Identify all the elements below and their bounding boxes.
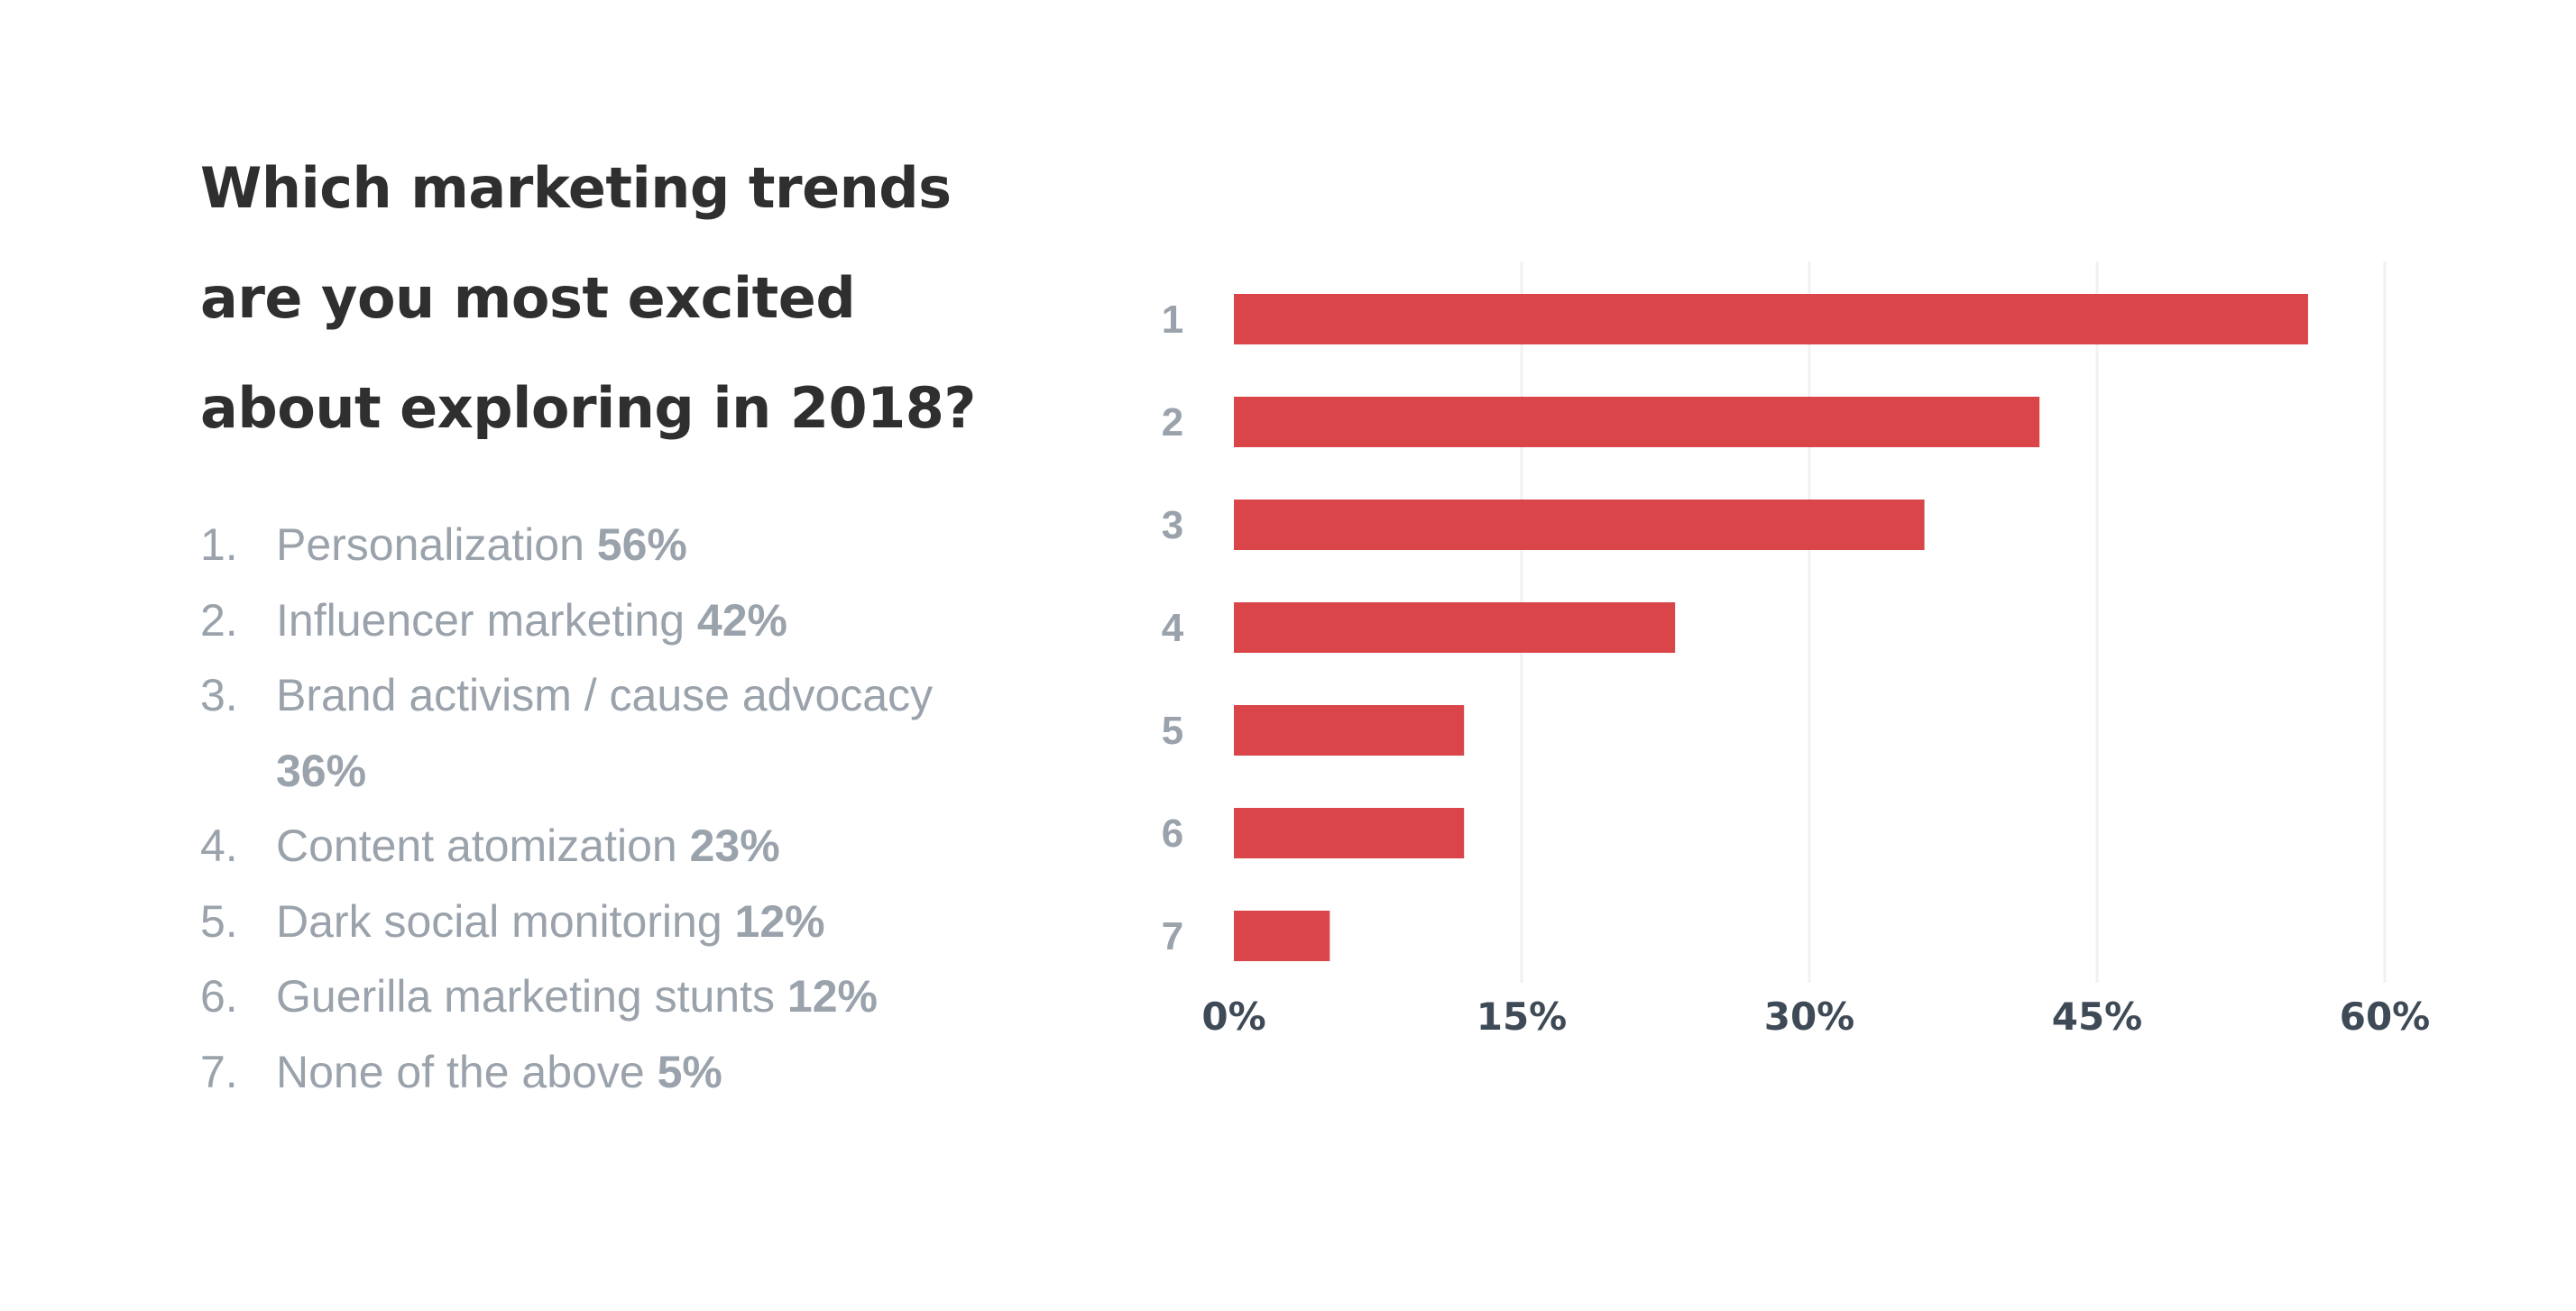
legend-label: Influencer marketing [276,594,685,646]
legend-number: 2. [200,594,238,646]
title-line: Which marketing trends [200,155,952,221]
legend-label: Dark social monitoring [276,895,722,947]
legend-label: Personalization [276,519,584,570]
x-tick-label: 0% [1201,995,1265,1039]
y-tick-label: 1 [1162,298,1183,342]
y-tick-label: 2 [1162,400,1183,445]
legend-number: 4. [200,821,238,871]
y-tick-label: 7 [1162,914,1183,958]
legend-value: 42% [696,594,787,646]
legend-value: 56% [596,519,687,570]
legend-number: 1. [200,519,238,570]
bar [1234,911,1330,961]
legend-item: 4. Content atomization 23% [200,809,1012,885]
legend-number: 7. [200,1046,238,1097]
legend-label: Brand activism / cause advocacy [276,670,934,720]
bar [1234,500,1925,550]
bar [1234,602,1676,653]
legend-label: None of the above [276,1046,645,1097]
legend-value: 12% [734,895,825,947]
legend-number: 3. [200,670,238,720]
y-tick-label: 4 [1162,606,1184,650]
legend-item: 5. Dark social monitoring 12% [200,885,1012,960]
bar [1234,397,2040,447]
legend-item: 6. Guerilla marketing stunts 12% [200,959,1012,1035]
y-tick-label: 6 [1162,811,1183,856]
x-tick-label: 45% [2052,995,2143,1039]
y-tick-label: 3 [1162,503,1183,547]
bar [1234,294,2308,344]
legend-value: 23% [689,821,780,871]
legend-number: 5. [200,895,238,947]
chart-title: Which marketing trends are you most exci… [200,133,1012,463]
x-tick-label: 15% [1477,995,1568,1039]
x-axis-ticks: 0% 15% 30% 45% 60% [1201,995,2430,1039]
title-line: are you most excited [200,265,856,331]
legend-item: 7. None of the above 5% [200,1035,1012,1111]
title-line: about exploring in 2018? [200,375,976,441]
bar [1234,705,1465,756]
legend-label: Guerilla marketing stunts [276,971,776,1022]
legend-label: Content atomization [276,821,677,871]
legend-value: 5% [657,1046,722,1097]
bar [1234,808,1465,858]
legend-value: 36% [276,745,367,796]
y-axis-ticks: 1 2 3 4 5 6 7 [1162,298,1184,958]
x-tick-label: 60% [2340,995,2431,1039]
legend-item: 1. Personalization 56% [200,508,1012,583]
y-tick-label: 5 [1162,709,1183,753]
legend-list: 1. Personalization 56% 2. Influencer marke… [200,508,1012,1110]
x-tick-label: 30% [1764,995,1855,1039]
bars [1234,294,2308,961]
legend-value: 12% [787,971,878,1022]
legend-item: 3. Brand activism / cause advocacy 36% [200,658,1012,809]
legend-item: 2. Influencer marketing 42% [200,583,1012,659]
legend-number: 6. [200,971,238,1022]
